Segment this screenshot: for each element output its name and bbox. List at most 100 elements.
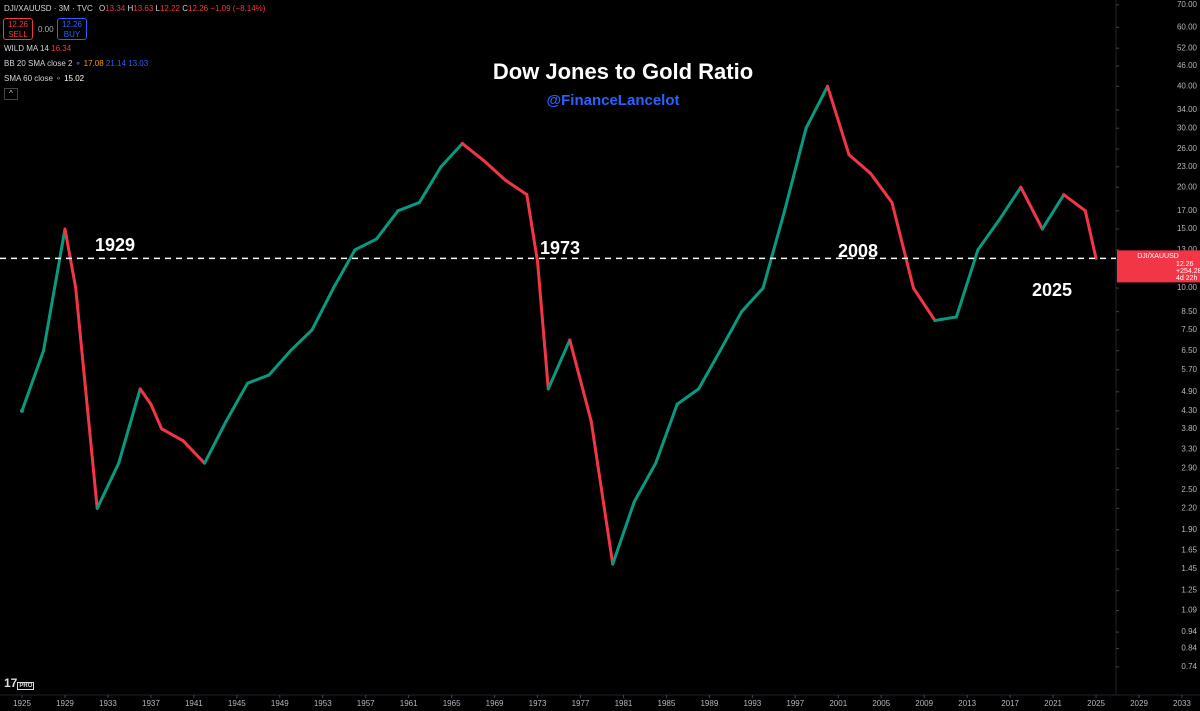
x-tick-label: 2001: [829, 699, 847, 708]
indicator-value: 15.02: [64, 74, 85, 83]
price-segment: [181, 439, 207, 465]
price-segment: [1062, 193, 1087, 213]
price-tag-change: +254.28%: [1176, 268, 1200, 275]
price-segment: [203, 419, 228, 465]
indicator[interactable]: WILD MA 14 16.34: [4, 44, 71, 53]
price-tag: [1117, 250, 1200, 283]
price-tag-value: 12.26: [1176, 261, 1194, 268]
price-tag-symbol: DJI/XAUUSD: [1137, 253, 1179, 260]
y-tick-label: 3.80: [1181, 424, 1197, 433]
x-tick-label: 1945: [228, 699, 246, 708]
y-tick-label: 2.90: [1181, 463, 1197, 472]
y-tick-label: 1.09: [1181, 606, 1197, 615]
y-tick-label: 23.00: [1177, 162, 1198, 171]
price-segment: [289, 328, 314, 353]
price-segment: [417, 165, 443, 205]
y-tick-label: 17.00: [1177, 206, 1198, 215]
x-tick-label: 2013: [958, 699, 976, 708]
x-tick-label: 1977: [572, 699, 590, 708]
x-tick-label: 1969: [486, 699, 504, 708]
ohlc: O13.34 H13.63 L12.22 C12.26 −1.09 (−8.14…: [99, 4, 265, 13]
price-segment: [267, 349, 293, 377]
x-tick-label: 2029: [1130, 699, 1148, 708]
ohlc-value: 13.34: [105, 4, 126, 13]
y-tick-label: 7.50: [1181, 325, 1197, 334]
sell-button[interactable]: 12.26 SELL: [3, 18, 33, 40]
indicator-value: 21.14: [105, 59, 126, 68]
price-segment: [20, 349, 45, 413]
indicator[interactable]: BB 20 SMA close 2 ⚬ 17.08 21.14 13.03: [4, 59, 149, 68]
y-tick-label: 70.00: [1177, 0, 1198, 9]
price-segment: [804, 84, 830, 130]
price-segment: [1040, 193, 1066, 231]
price-segment: [95, 461, 121, 510]
ohlc-label: C: [182, 4, 189, 13]
price-segment: [310, 286, 335, 332]
price-segment: [718, 310, 744, 353]
ohlc-label: L: [155, 4, 160, 13]
y-tick-label: 30.00: [1177, 123, 1198, 132]
buy-button[interactable]: 12.26 BUY: [57, 18, 87, 40]
price-segment: [41, 227, 67, 353]
x-tick-label: 1949: [271, 699, 289, 708]
x-tick-label: 1981: [615, 699, 633, 708]
symbol[interactable]: DJI/XAUUSD · 3M · TVC: [4, 4, 93, 13]
indicator-value: 17.08: [83, 59, 104, 68]
x-tick-label: 1953: [314, 699, 332, 708]
x-tick-label: 1929: [56, 699, 74, 708]
price-segment: [783, 126, 808, 213]
y-tick-label: 52.00: [1177, 43, 1198, 52]
price-segment: [589, 419, 615, 566]
x-tick-label: 1933: [99, 699, 117, 708]
price-segment: [868, 171, 894, 205]
y-tick-label: 1.25: [1181, 586, 1197, 595]
price-segment: [611, 500, 636, 566]
y-tick-label: 4.90: [1181, 387, 1197, 396]
y-tick-label: 0.94: [1181, 627, 1197, 636]
price-segment: [847, 153, 872, 175]
sell-price: 12.26: [7, 20, 29, 29]
x-tick-label: 2017: [1001, 699, 1019, 708]
y-tick-label: 10.00: [1177, 283, 1198, 292]
price-segment: [374, 209, 400, 241]
y-tick-label: 1.65: [1181, 545, 1197, 554]
price-segment: [954, 248, 980, 319]
price-segment: [826, 84, 851, 157]
price-segment: [74, 286, 99, 510]
x-tick-label: 1941: [185, 699, 203, 708]
y-tick-label: 0.74: [1181, 662, 1197, 671]
price-segment: [911, 286, 937, 323]
x-tick-label: 2005: [872, 699, 890, 708]
indicator-name: SMA 60 close: [4, 74, 53, 83]
price-segment: [761, 209, 787, 290]
y-tick-label: 60.00: [1177, 22, 1198, 31]
price-segment: [890, 201, 915, 290]
x-tick-label: 1965: [443, 699, 461, 708]
price-segment: [503, 178, 529, 197]
price-segment: [546, 338, 572, 391]
indicator-name: BB 20 SMA close 2: [4, 59, 73, 68]
price-segment: [439, 142, 464, 169]
indicator[interactable]: SMA 60 close ⚬ 15.02: [4, 74, 85, 83]
y-tick-label: 2.50: [1181, 485, 1197, 494]
logo-badge: PRO: [17, 682, 35, 690]
y-tick-label: 8.50: [1181, 307, 1197, 316]
ohlc-value: 12.26: [188, 4, 209, 13]
x-tick-label: 1973: [529, 699, 547, 708]
x-tick-label: 1925: [13, 699, 31, 708]
price-segment: [117, 387, 142, 465]
x-tick-label: 1993: [743, 699, 761, 708]
change: −1.09 (−8.14%): [210, 4, 266, 13]
x-tick-label: 1961: [400, 699, 418, 708]
spread: 0.00: [38, 25, 54, 34]
annotation: 2025: [1032, 280, 1072, 300]
price-segment: [568, 338, 593, 423]
x-tick-label: 1997: [786, 699, 804, 708]
price-segment: [654, 402, 679, 465]
indicator-value: 16.34: [51, 44, 72, 53]
y-tick-label: 26.00: [1177, 144, 1198, 153]
collapse-button[interactable]: ^: [4, 88, 18, 100]
price-segment: [976, 218, 1001, 252]
